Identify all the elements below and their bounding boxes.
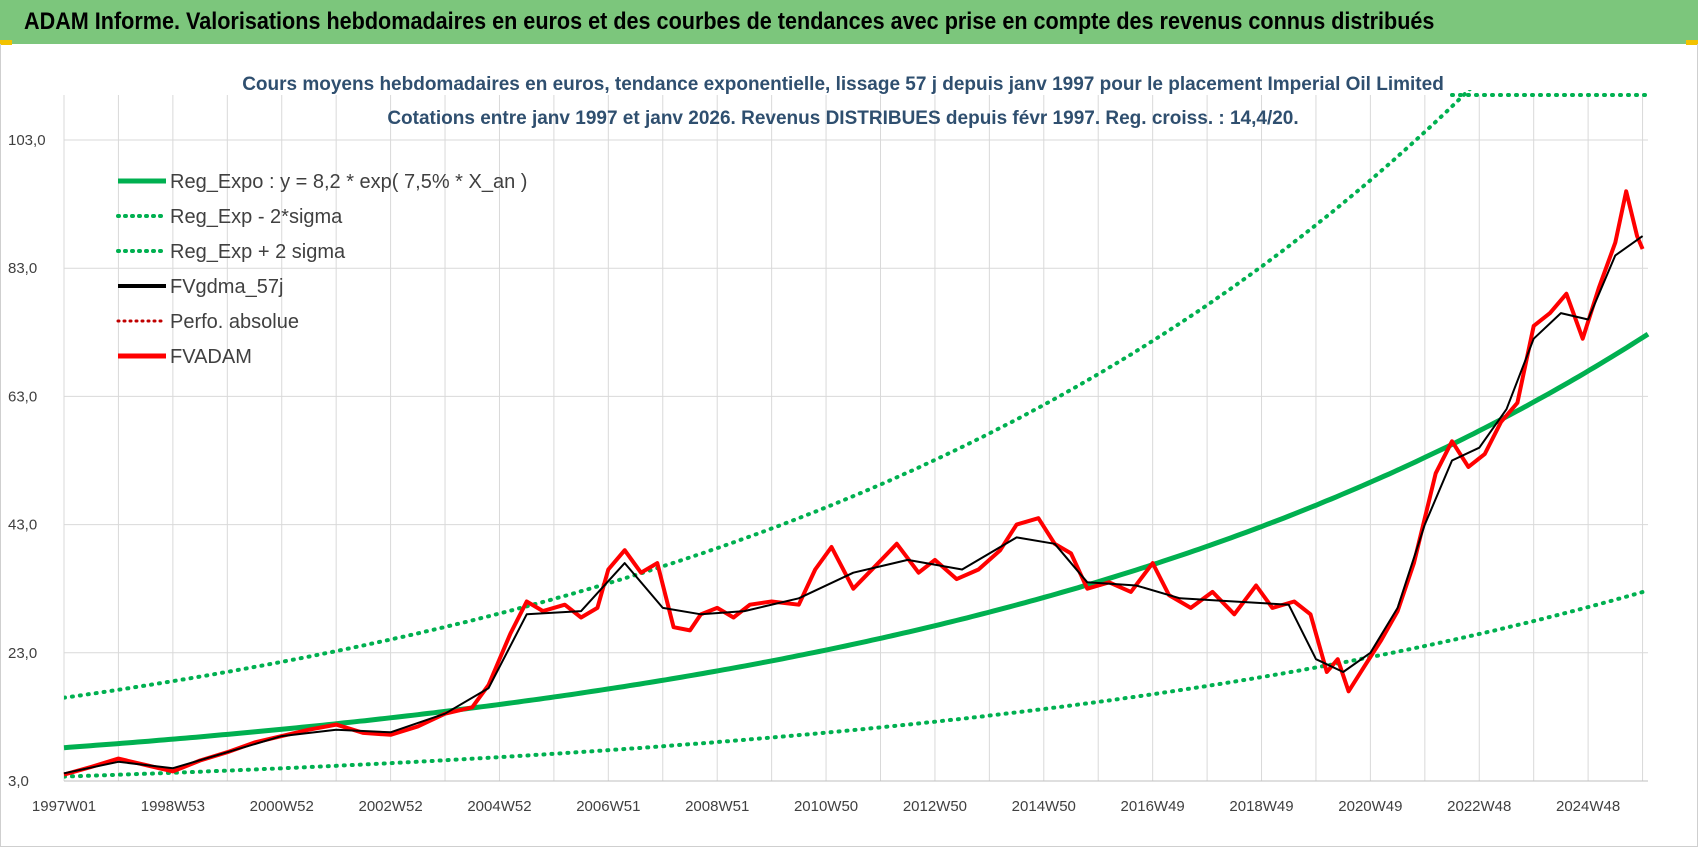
y-tick-label: 3,0 bbox=[8, 773, 29, 790]
y-tick-label: 83,0 bbox=[8, 260, 37, 277]
title-banner: ADAM Informe. Valorisations hebdomadaire… bbox=[0, 0, 1698, 44]
y-tick-label: 103,0 bbox=[8, 132, 46, 149]
y-tick-label: 43,0 bbox=[8, 517, 37, 534]
x-tick-label: 2008W51 bbox=[685, 798, 749, 815]
x-tick-label: 2014W50 bbox=[1012, 798, 1076, 815]
y-axis-ticks: 103,0 83,0 63,0 43,0 23,0 3,0 bbox=[8, 132, 46, 790]
series-reg-exp-minus-2sigma bbox=[64, 588, 1648, 779]
x-tick-label: 2006W51 bbox=[576, 798, 640, 815]
x-tick-label: 2024W48 bbox=[1556, 798, 1620, 815]
legend: Reg_Expo : y = 8,2 * exp( 7,5% * X_an ) R… bbox=[116, 171, 527, 368]
series-fvgdma-57j bbox=[63, 235, 1644, 775]
series-layer bbox=[63, 90, 1650, 779]
y-tick-label: 63,0 bbox=[8, 388, 37, 405]
x-tick-label: 2002W52 bbox=[358, 798, 422, 815]
legend-label: FVADAM bbox=[170, 346, 252, 368]
legend-label: Perfo. absolue bbox=[170, 311, 299, 333]
x-tick-label: 1998W53 bbox=[141, 798, 205, 815]
legend-label: FVgdma_57j bbox=[170, 276, 283, 298]
series-fvadam bbox=[63, 189, 1645, 777]
series-reg-exp-plus-2sigma bbox=[64, 90, 1472, 700]
corner-marker-right bbox=[1686, 40, 1698, 45]
x-axis-ticks: 1997W01 1998W53 2000W52 2002W52 2004W52 2006W… bbox=[32, 798, 1620, 815]
legend-label: Reg_Expo : y = 8,2 * exp( 7,5% * X_an ) bbox=[170, 171, 527, 193]
x-tick-label: 2018W49 bbox=[1229, 798, 1293, 815]
x-tick-label: 2012W50 bbox=[903, 798, 967, 815]
x-tick-label: 2000W52 bbox=[250, 798, 314, 815]
x-tick-label: 2004W52 bbox=[467, 798, 531, 815]
x-tick-label: 2016W49 bbox=[1121, 798, 1185, 815]
x-tick-label: 2022W48 bbox=[1447, 798, 1511, 815]
grid-lines bbox=[63, 95, 1648, 782]
chart-title: Cours moyens hebdomadaires en euros, ten… bbox=[242, 74, 1444, 95]
y-tick-label: 23,0 bbox=[8, 645, 37, 662]
x-tick-label: 2010W50 bbox=[794, 798, 858, 815]
legend-label: Reg_Exp + 2 sigma bbox=[170, 241, 346, 263]
corner-marker-left bbox=[0, 40, 12, 45]
legend-label: Reg_Exp - 2*sigma bbox=[170, 206, 343, 228]
x-tick-label: 1997W01 bbox=[32, 798, 96, 815]
chart-subtitle: Cotations entre janv 1997 et janv 2026. … bbox=[387, 108, 1298, 129]
x-tick-label: 2020W49 bbox=[1338, 798, 1402, 815]
report-title: ADAM Informe. Valorisations hebdomadaire… bbox=[24, 8, 1435, 35]
